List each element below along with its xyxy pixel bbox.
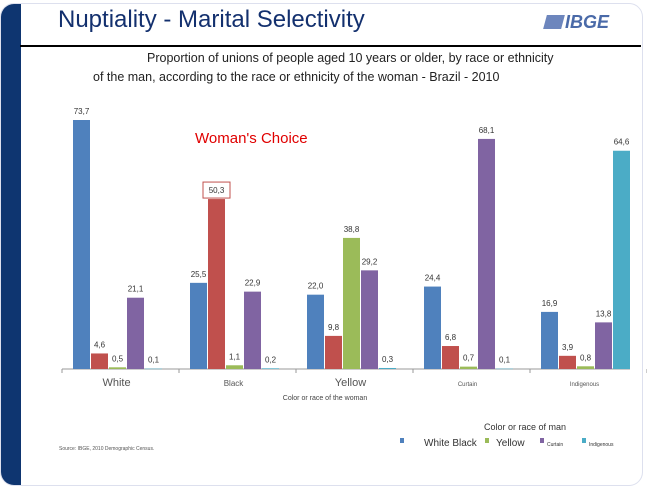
category-label: Curtain — [458, 382, 477, 388]
bar-indigenous-black — [262, 368, 279, 369]
data-label: 0,5 — [112, 354, 124, 363]
data-label: 9,8 — [328, 323, 340, 332]
legend-label: White Black — [424, 438, 478, 449]
page-title: Nuptiality - Marital Selectivity — [58, 6, 365, 33]
bar-indigenous-indigenous — [613, 150, 630, 369]
bar-black-indigenous — [559, 355, 576, 369]
bar-white-yellow — [307, 294, 324, 369]
bar-white-black — [190, 282, 207, 369]
bar-indigenous-curtain — [496, 368, 513, 370]
bar-black-yellow — [325, 335, 342, 369]
category-label: Yellow — [335, 377, 366, 389]
data-label: 4,6 — [94, 340, 106, 349]
category-label: White — [102, 377, 130, 389]
bar-yellow-black — [226, 365, 243, 369]
legend-swatch — [485, 438, 489, 443]
bar-curtain-yellow — [361, 270, 378, 369]
x-axis-title: Color or race of the woman — [283, 395, 368, 402]
data-label: 22,9 — [245, 279, 261, 288]
legend-title: Color or race of man — [484, 422, 566, 432]
bar-black-black — [208, 199, 225, 369]
side-strip — [1, 4, 21, 485]
bar-yellow-curtain — [460, 366, 477, 369]
bar-yellow-yellow — [343, 237, 360, 369]
data-label: 73,7 — [74, 107, 90, 116]
data-label: 25,5 — [191, 270, 207, 279]
data-label: 0,1 — [499, 356, 511, 365]
legend-label: Yellow — [496, 438, 525, 449]
bar-curtain-white — [127, 297, 144, 369]
legend-swatch — [540, 438, 544, 443]
data-label: 0,3 — [382, 355, 394, 364]
source-note: Source: IBGE, 2010 Demographic Census. — [59, 446, 154, 452]
legend-swatch — [400, 438, 404, 443]
bar-white-curtain — [424, 286, 441, 369]
data-label: 0,8 — [580, 353, 592, 362]
bar-white-indigenous — [541, 311, 558, 369]
legend-label: Indigenous — [589, 442, 614, 448]
highlight-box — [202, 181, 231, 199]
bar-curtain-curtain — [478, 138, 495, 369]
data-label: 64,6 — [614, 138, 630, 147]
title-divider — [20, 45, 641, 47]
data-label: 24,4 — [425, 274, 441, 283]
data-label: 6,8 — [445, 333, 457, 342]
bar-yellow-white — [109, 367, 126, 369]
data-label: 16,9 — [542, 299, 558, 308]
legend-swatch — [582, 438, 586, 443]
data-label: 1,1 — [229, 352, 241, 361]
bar-indigenous-yellow — [379, 367, 396, 369]
legend-label: Curtain — [547, 442, 563, 448]
bar-curtain-indigenous — [595, 322, 612, 369]
category-label: Black — [224, 379, 245, 388]
data-label: 38,8 — [344, 225, 360, 234]
bar-black-curtain — [442, 346, 459, 369]
data-label: 50,3 — [209, 186, 225, 195]
data-label: 21,1 — [128, 285, 144, 294]
bar-indigenous-white — [145, 368, 162, 370]
bar-yellow-indigenous — [577, 366, 594, 369]
logo-text: IBGE — [565, 12, 610, 32]
data-label: 3,9 — [562, 343, 574, 352]
bar-curtain-black — [244, 291, 261, 369]
ibge-logo: IBGE — [543, 12, 610, 33]
data-label: 22,0 — [308, 282, 324, 291]
bar-white-white — [73, 120, 90, 369]
data-label: 68,1 — [479, 126, 495, 135]
chart-title-line1: Proportion of unions of people aged 10 y… — [147, 51, 554, 65]
data-label: 0,7 — [463, 354, 475, 363]
data-label: 29,2 — [362, 257, 378, 266]
data-label: 13,8 — [596, 309, 612, 318]
data-label: 0,1 — [148, 356, 160, 365]
bar-black-white — [91, 353, 108, 369]
data-label: 0,2 — [265, 355, 277, 364]
category-label: Indigenous — [570, 382, 599, 388]
annotation-womans-choice: Woman's Choice — [195, 130, 308, 147]
slide-card — [0, 3, 643, 486]
chart-title-line2: of the man, according to the race or eth… — [93, 70, 500, 84]
